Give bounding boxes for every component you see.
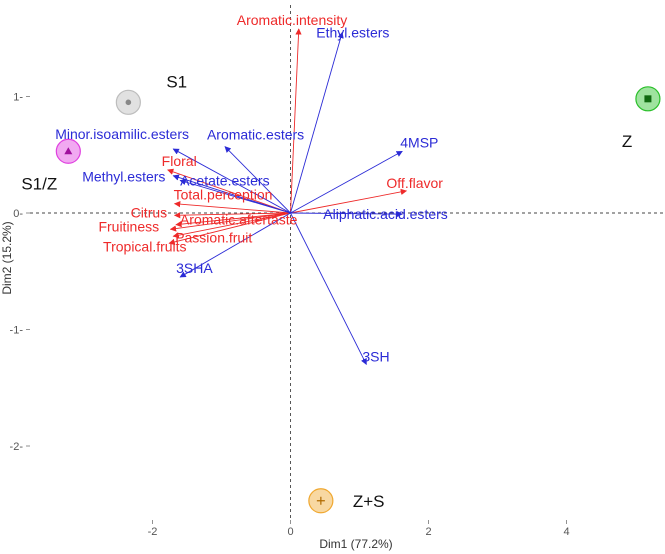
y-tick-label: 0-: [13, 208, 23, 220]
arrow-ethyl-esters: [290, 31, 344, 214]
y-tick-label: -2-: [10, 441, 24, 453]
arrow-floral: [167, 168, 291, 214]
x-tick-label: 2: [425, 526, 431, 538]
arrow-aromatic-aftertaste: [175, 212, 291, 228]
label-citrus: Citrus: [131, 204, 168, 220]
label-4msp: 4MSP: [400, 134, 438, 150]
group-marker: [644, 95, 652, 103]
label-total-perception: Total.perception: [174, 187, 273, 203]
arrow-minor-isoamilic-esters: [172, 148, 291, 214]
group-points: S1 S1/Z Z Z+S: [21, 72, 661, 514]
label-aromatic-aftertaste: Aromatic.aftertaste: [180, 212, 298, 228]
label-tropical-fruits: Tropical.fruits: [103, 238, 187, 254]
y-tick-label: 1-: [13, 92, 23, 104]
label-aromatic-esters: Aromatic.esters: [207, 127, 304, 143]
group-marker: [64, 147, 73, 155]
arrow-passion-fruit: [172, 212, 291, 239]
arrow-3sha: [179, 212, 291, 278]
group-label-z-s: Z+S: [353, 492, 385, 511]
x-tick-label: 0: [287, 526, 293, 538]
label-aromatic-intensity: Aromatic.intensity: [237, 12, 347, 28]
x-tick-label: -2: [148, 526, 158, 538]
label-fruitiness: Fruitiness: [98, 218, 159, 234]
y-tick-label: -1-: [10, 325, 24, 337]
label-3sha: 3SHA: [176, 260, 213, 276]
group-marker: [125, 99, 132, 106]
group-label-s1: S1: [166, 72, 187, 91]
group-z-s: Z+S: [308, 488, 385, 514]
variable-labels: Aromatic.intensity Off.flavor Floral Total.…: [55, 12, 448, 365]
group-z: Z: [622, 86, 661, 151]
arrow-fruitiness: [169, 212, 291, 232]
arrow-3sh: [290, 212, 367, 366]
label-off-flavor: Off.flavor: [386, 175, 443, 191]
variable-arrows: [167, 28, 408, 366]
arrow-total-perception: [173, 200, 291, 214]
label-minor-isoamilic-esters: Minor.isoamilic.esters: [55, 126, 189, 142]
label-floral: Floral: [162, 153, 197, 169]
arrow-off-flavor: [290, 188, 408, 214]
group-s1-z: S1/Z: [21, 138, 81, 193]
axes: -2 0 2 4 -2- -1- 0- 1-: [10, 92, 570, 539]
label-aliphatic-acid-esters: Aliphatic.acid.esters: [323, 206, 448, 222]
arrow-tropical-fruits: [168, 212, 291, 245]
group-label-z: Z: [622, 132, 632, 151]
group-s1: S1: [115, 72, 187, 115]
arrow-4msp: [290, 150, 403, 214]
arrow-aromatic-intensity: [290, 28, 302, 214]
reference-lines: [30, 5, 665, 520]
group-marker: [316, 496, 325, 505]
x-tick-label: 4: [563, 526, 569, 538]
group-label-s1-z: S1/Z: [21, 174, 57, 193]
label-methyl-esters: Methyl.esters: [82, 169, 165, 185]
arrow-citrus: [173, 212, 291, 219]
label-ethyl-esters: Ethyl.esters: [316, 24, 389, 40]
x-axis-title: Dim1 (77.2%): [319, 537, 392, 551]
label-passion-fruit: Passion.fruit: [175, 229, 252, 245]
y-axis-title: Dim2 (15.2%): [0, 221, 14, 294]
arrow-acetate-esters: [179, 178, 291, 214]
arrow-aromatic-esters: [224, 146, 291, 214]
arrow-aliphatic-acid-esters: [290, 210, 403, 218]
label-3sh: 3SH: [362, 348, 389, 364]
label-acetate-esters: Acetate.esters: [180, 172, 270, 188]
